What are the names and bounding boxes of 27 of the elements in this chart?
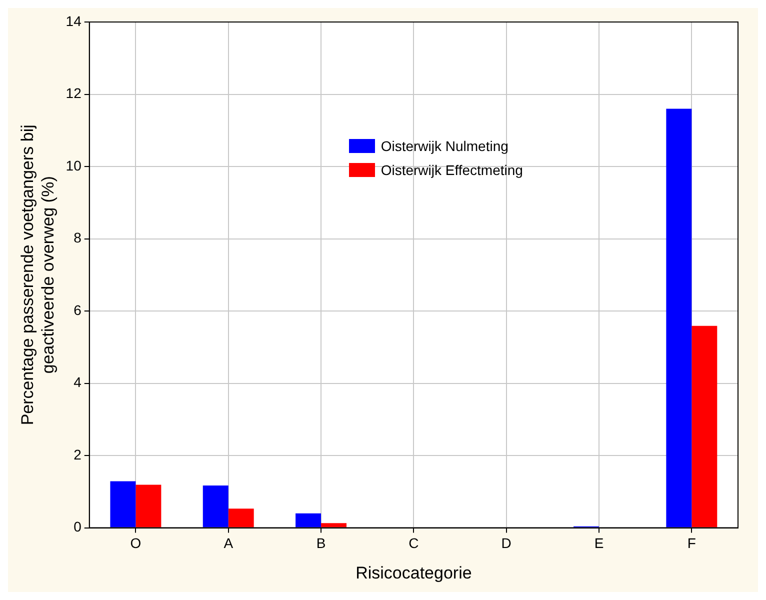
x-tick-label: A bbox=[224, 535, 234, 552]
x-tick-label: F bbox=[687, 535, 696, 552]
legend-label: Oisterwijk Nulmeting bbox=[380, 137, 508, 156]
bar bbox=[296, 513, 322, 528]
x-axis-title: Risicocategorie bbox=[356, 563, 472, 582]
y-tick-label: 6 bbox=[74, 302, 82, 318]
x-tick-label: E bbox=[594, 535, 604, 552]
bar bbox=[228, 508, 254, 528]
y-tick-label: 0 bbox=[74, 518, 82, 535]
y-tick-label: 4 bbox=[74, 374, 82, 390]
y-tick-label: 2 bbox=[74, 446, 82, 462]
y-axis-title: Percentage passerende voetgangers bij geactiveerde overweg (%) bbox=[18, 124, 58, 426]
y-tick-label: 14 bbox=[66, 12, 82, 29]
x-tick-label: O bbox=[130, 535, 142, 552]
bar bbox=[321, 523, 347, 528]
x-tick-label: C bbox=[408, 535, 419, 552]
legend-label: Oisterwijk Effectmeting bbox=[380, 161, 523, 180]
bar bbox=[110, 481, 136, 528]
y-tick-label: 10 bbox=[66, 157, 82, 174]
bar bbox=[666, 108, 692, 528]
bar bbox=[692, 326, 718, 528]
x-tick-label: B bbox=[316, 535, 326, 552]
bar bbox=[202, 486, 228, 528]
x-tick-label: D bbox=[501, 535, 512, 552]
y-tick-label: 8 bbox=[74, 230, 82, 246]
bar bbox=[136, 484, 162, 528]
y-tick-label: 12 bbox=[66, 85, 82, 102]
